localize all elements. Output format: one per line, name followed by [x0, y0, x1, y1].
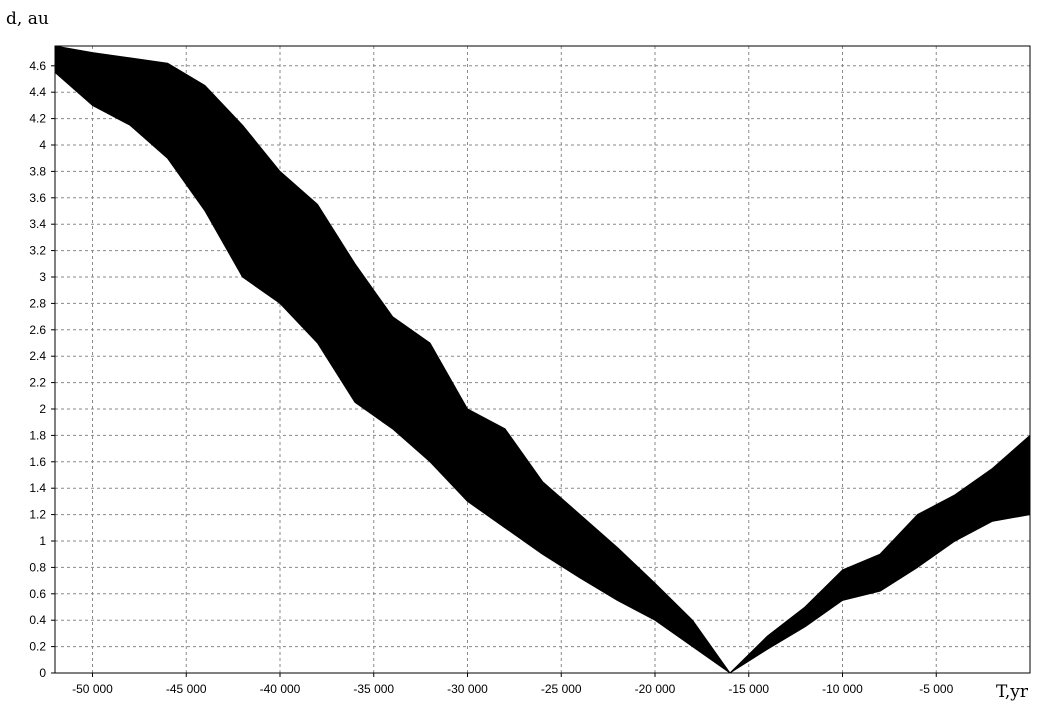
x-tick-label: -15 000: [728, 682, 769, 696]
x-tick-label: -50 000: [72, 682, 113, 696]
x-tick-label: -40 000: [260, 682, 301, 696]
x-tick-label: -5 000: [919, 682, 953, 696]
y-tick-label: 2.6: [29, 323, 46, 337]
distance-band: [54, 45, 1031, 674]
y-tick-label: 1.8: [29, 428, 46, 442]
x-axis-label: T,yr: [996, 682, 1029, 702]
y-tick-label: 1.2: [29, 508, 46, 522]
x-tick-label: -30 000: [447, 682, 488, 696]
x-tick-label: -45 000: [166, 682, 207, 696]
y-tick-label: 2: [39, 402, 46, 416]
y-tick-label: 2.2: [29, 376, 46, 390]
plot-area: [54, 45, 1031, 674]
x-tick-label: -10 000: [822, 682, 863, 696]
y-tick-label: 3.8: [29, 164, 46, 178]
y-tick-label: 4: [39, 138, 46, 152]
y-tick-label: 0.8: [29, 560, 46, 574]
y-tick-label: 1.4: [29, 481, 46, 495]
y-tick-label: 0.2: [29, 640, 46, 654]
y-tick-label: 4.4: [29, 85, 46, 99]
y-tick-label: 1.6: [29, 455, 46, 469]
y-tick-label: 3.6: [29, 191, 46, 205]
y-tick-label: 0.4: [29, 613, 46, 627]
data-band: [54, 45, 1031, 674]
tick-labels: -50 000 -45 000 -40 000 -35 000 -30 000 -25 0…: [29, 59, 953, 696]
x-tick-label: -25 000: [541, 682, 582, 696]
y-tick-label: 0.6: [29, 587, 46, 601]
y-tick-label: 2.4: [29, 349, 46, 363]
y-tick-label: 3.4: [29, 217, 46, 231]
x-tick-label: -20 000: [635, 682, 676, 696]
y-tick-label: 3.2: [29, 244, 46, 258]
y-tick-label: 2.8: [29, 296, 46, 310]
x-tick-label: -35 000: [353, 682, 394, 696]
y-tick-label: 4.6: [29, 59, 46, 73]
y-tick-label: 0: [39, 666, 46, 680]
y-tick-label: 4.2: [29, 112, 46, 126]
y-tick-label: 3: [39, 270, 46, 284]
y-tick-label: 1: [39, 534, 46, 548]
y-axis-label: d, au: [6, 9, 49, 29]
